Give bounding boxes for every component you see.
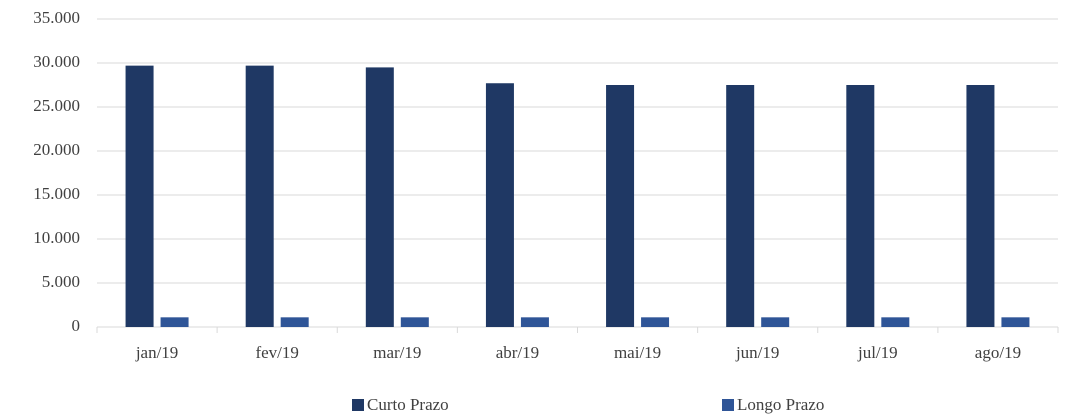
y-tick-label: 15.000 bbox=[33, 184, 80, 203]
bar bbox=[125, 65, 154, 327]
y-tick-label: 35.000 bbox=[33, 8, 80, 27]
bar bbox=[1001, 317, 1030, 327]
x-tick-label: jan/19 bbox=[135, 343, 179, 362]
bar bbox=[726, 85, 755, 327]
y-tick-label: 5.000 bbox=[42, 272, 80, 291]
x-tick-label: ago/19 bbox=[975, 343, 1021, 362]
bar bbox=[641, 317, 670, 327]
bar bbox=[881, 317, 910, 327]
y-tick-label: 30.000 bbox=[33, 52, 80, 71]
bar bbox=[761, 317, 790, 327]
bar bbox=[160, 317, 189, 327]
legend-swatch bbox=[352, 399, 364, 411]
x-tick-label: mar/19 bbox=[373, 343, 421, 362]
y-tick-label: 10.000 bbox=[33, 228, 80, 247]
legend-swatch bbox=[722, 399, 734, 411]
x-tick-label: fev/19 bbox=[255, 343, 298, 362]
y-tick-label: 25.000 bbox=[33, 96, 80, 115]
bar bbox=[966, 85, 995, 327]
y-tick-label: 0 bbox=[72, 316, 81, 335]
x-tick-label: mai/19 bbox=[614, 343, 661, 362]
x-tick-label: jun/19 bbox=[735, 343, 779, 362]
bar bbox=[520, 317, 549, 327]
bar bbox=[606, 85, 635, 327]
bar bbox=[485, 83, 514, 328]
legend-label: Longo Prazo bbox=[737, 395, 824, 414]
legend-label: Curto Prazo bbox=[367, 395, 449, 414]
x-tick-label: abr/19 bbox=[496, 343, 539, 362]
bar bbox=[365, 67, 394, 328]
bar bbox=[245, 65, 274, 327]
y-tick-label: 20.000 bbox=[33, 140, 80, 159]
bar bbox=[280, 317, 309, 327]
bar bbox=[400, 317, 429, 327]
x-tick-label: jul/19 bbox=[857, 343, 898, 362]
bar bbox=[846, 85, 875, 327]
